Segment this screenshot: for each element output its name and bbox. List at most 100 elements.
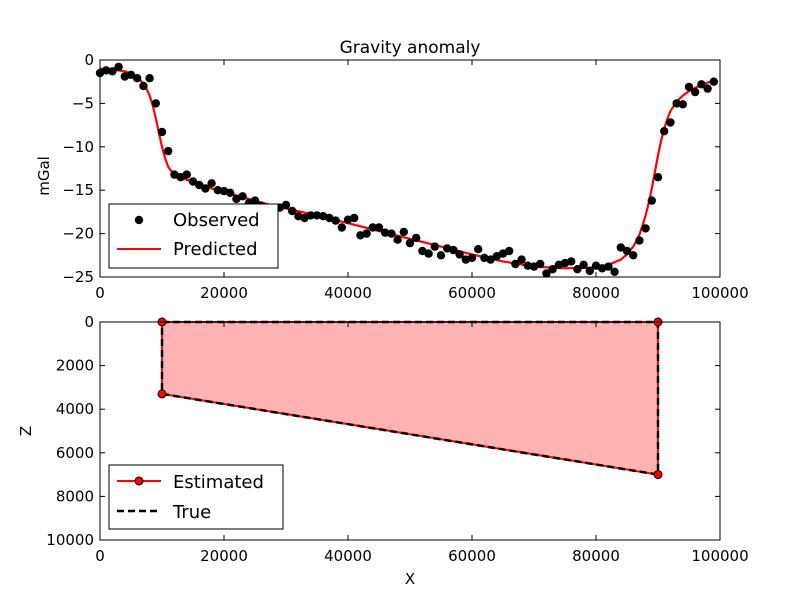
axis-ticks: 0 20000 40000 60000 80000 100000 0 2000 4000 6000… — [46, 313, 748, 565]
observed-point — [449, 245, 458, 255]
observed-point — [374, 223, 384, 232]
y-tick-label: −5 — [72, 94, 94, 112]
gravity-anomaly-chart: Gravity anomaly mGal 0 20000 40000 60000 800… — [35, 38, 749, 302]
observed-point — [505, 246, 514, 256]
observed-point — [635, 236, 644, 245]
chart-title: Gravity anomaly — [340, 38, 481, 58]
observed-point — [424, 249, 433, 258]
y-tick-label: −25 — [62, 268, 94, 286]
observed-point — [188, 177, 198, 186]
observed-point — [102, 66, 111, 75]
x-tick-label: 40000 — [324, 547, 372, 565]
observed-point — [455, 250, 464, 259]
observed-point — [312, 211, 322, 220]
observed-point — [616, 243, 625, 252]
observed-point — [182, 170, 191, 179]
observed-point — [573, 265, 582, 274]
observed-point — [250, 196, 260, 205]
observed-point — [517, 255, 526, 264]
observed-point — [579, 260, 588, 269]
y-tick-label: 4000 — [56, 400, 94, 418]
estimated-body-fill — [162, 322, 658, 475]
estimated-vertex — [157, 389, 167, 399]
observed-point — [108, 67, 117, 76]
observed-point — [666, 118, 675, 127]
y-tick-label: 8000 — [56, 487, 94, 505]
y-axis-label: Z — [17, 426, 35, 436]
x-tick-label: 20000 — [200, 284, 248, 302]
y-tick-label: −20 — [62, 225, 94, 243]
x-tick-label: 60000 — [448, 547, 496, 565]
observed-point — [133, 74, 142, 83]
observed-point — [331, 216, 340, 225]
y-tick-label: −10 — [62, 138, 94, 156]
observed-point — [474, 245, 483, 254]
y-tick-label: 10000 — [46, 531, 94, 549]
observed-point — [610, 267, 619, 276]
observed-point — [436, 251, 446, 260]
series-lines — [99, 67, 715, 270]
axis-ticks: 0 20000 40000 60000 80000 100000 0 −5 −10 −15 −20 −… — [62, 51, 748, 302]
legend-box — [108, 464, 284, 530]
observed-point — [604, 262, 613, 271]
observed-point — [709, 77, 718, 86]
observed-point — [653, 173, 663, 182]
legend-marker-estimated — [134, 476, 144, 486]
legend-box — [108, 203, 279, 269]
observed-point — [430, 242, 439, 251]
observed-point — [213, 186, 222, 195]
observed-point — [201, 184, 210, 193]
x-tick-label: 80000 — [572, 547, 620, 565]
x-axis-label: X — [405, 570, 415, 588]
observed-point — [548, 265, 557, 274]
observed-point — [114, 62, 123, 72]
observed-point — [238, 192, 247, 201]
observed-point — [145, 74, 154, 83]
legend-label-true: True — [172, 502, 211, 523]
legend-label-estimated: Estimated — [173, 472, 264, 493]
y-tick-label: 6000 — [56, 444, 94, 462]
axes-frame — [99, 59, 721, 278]
observed-point — [542, 269, 551, 278]
observed-point — [368, 223, 377, 232]
observed-point — [151, 99, 160, 108]
axes-frame — [99, 321, 721, 541]
model-cross-section-chart: X Z 0 20000 40000 60000 80000 100000 0 2000 4000… — [17, 313, 749, 588]
observed-point — [126, 70, 136, 80]
observed-point — [678, 100, 687, 109]
observed-point — [195, 180, 204, 190]
observed-point — [660, 127, 669, 136]
y-axis-label: mGal — [35, 156, 53, 196]
observed-point — [387, 229, 396, 238]
observed-point — [641, 224, 650, 233]
observed-point — [226, 188, 235, 197]
observed-point — [157, 127, 167, 137]
y-tick-label: 0 — [84, 51, 94, 69]
legend-label-predicted: Predicted — [173, 239, 258, 260]
observed-point — [306, 211, 315, 220]
plot-area — [95, 62, 718, 278]
observed-point — [511, 259, 520, 269]
observed-point — [405, 238, 415, 248]
x-tick-label: 0 — [95, 547, 105, 565]
observed-point — [393, 235, 402, 244]
x-tick-label: 80000 — [572, 284, 620, 302]
y-tick-label: 0 — [84, 313, 94, 331]
legend-label-observed: Observed — [173, 210, 260, 231]
observed-point — [337, 223, 346, 232]
legend: Observed Predicted — [108, 203, 279, 269]
observed-point — [288, 206, 297, 216]
x-tick-label: 20000 — [200, 547, 248, 565]
observed-point — [647, 196, 656, 205]
observed-point — [412, 233, 421, 243]
observed-point — [536, 259, 545, 269]
y-tick-label: −15 — [62, 181, 94, 199]
legend-marker-observed — [134, 215, 144, 225]
estimated-vertex — [653, 470, 663, 480]
x-tick-label: 100000 — [691, 284, 748, 302]
observed-point — [350, 213, 359, 223]
observed-point — [691, 87, 700, 97]
observed-point — [467, 253, 477, 263]
observed-point — [629, 251, 638, 260]
